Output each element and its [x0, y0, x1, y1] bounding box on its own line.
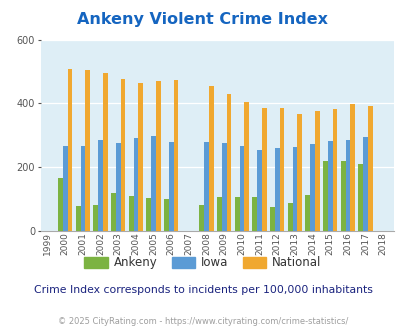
- Bar: [217, 197, 222, 231]
- Bar: [252, 197, 257, 231]
- Bar: [226, 94, 231, 231]
- Legend: Ankeny, Iowa, National: Ankeny, Iowa, National: [79, 252, 326, 274]
- Bar: [234, 197, 239, 231]
- Bar: [128, 196, 133, 231]
- Bar: [199, 205, 204, 231]
- Bar: [362, 137, 367, 231]
- Bar: [244, 102, 249, 231]
- Text: Crime Index corresponds to incidents per 100,000 inhabitants: Crime Index corresponds to incidents per…: [34, 285, 371, 295]
- Bar: [164, 199, 168, 231]
- Bar: [279, 108, 284, 231]
- Bar: [120, 80, 125, 231]
- Bar: [367, 106, 372, 231]
- Bar: [296, 114, 301, 231]
- Bar: [204, 142, 209, 231]
- Bar: [239, 146, 244, 231]
- Bar: [58, 178, 63, 231]
- Bar: [287, 203, 292, 231]
- Bar: [76, 206, 81, 231]
- Bar: [257, 150, 261, 231]
- Bar: [98, 140, 103, 231]
- Bar: [309, 144, 314, 231]
- Bar: [209, 86, 213, 231]
- Bar: [332, 109, 337, 231]
- Bar: [146, 197, 151, 231]
- Bar: [93, 206, 98, 231]
- Text: © 2025 CityRating.com - https://www.cityrating.com/crime-statistics/: © 2025 CityRating.com - https://www.city…: [58, 317, 347, 326]
- Bar: [340, 161, 345, 231]
- Bar: [138, 83, 143, 231]
- Bar: [261, 108, 266, 231]
- Text: Ankeny Violent Crime Index: Ankeny Violent Crime Index: [77, 12, 328, 26]
- Bar: [81, 146, 85, 231]
- Bar: [292, 148, 296, 231]
- Bar: [63, 147, 68, 231]
- Bar: [345, 140, 350, 231]
- Bar: [314, 112, 319, 231]
- Bar: [168, 142, 173, 231]
- Bar: [116, 143, 120, 231]
- Bar: [274, 148, 279, 231]
- Bar: [269, 207, 274, 231]
- Bar: [358, 164, 362, 231]
- Bar: [156, 82, 160, 231]
- Bar: [305, 195, 309, 231]
- Bar: [151, 136, 156, 231]
- Bar: [85, 70, 90, 231]
- Bar: [222, 143, 226, 231]
- Bar: [68, 69, 72, 231]
- Bar: [327, 141, 332, 231]
- Bar: [322, 161, 327, 231]
- Bar: [103, 73, 108, 231]
- Bar: [133, 138, 138, 231]
- Bar: [350, 104, 354, 231]
- Bar: [173, 80, 178, 231]
- Bar: [111, 193, 116, 231]
